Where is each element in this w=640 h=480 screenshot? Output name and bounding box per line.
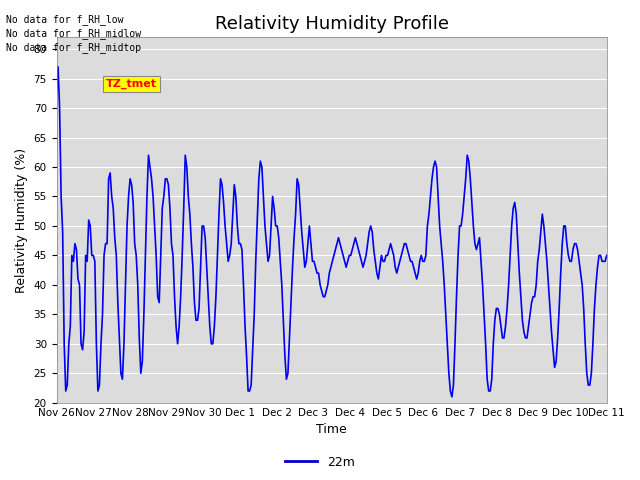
Y-axis label: Relativity Humidity (%): Relativity Humidity (%)	[15, 147, 28, 293]
X-axis label: Time: Time	[316, 423, 347, 436]
Text: No data for f_RH_low: No data for f_RH_low	[6, 13, 124, 24]
Legend: 22m: 22m	[280, 451, 360, 474]
Text: No data for f_RH_midlow: No data for f_RH_midlow	[6, 28, 141, 39]
Title: Relativity Humidity Profile: Relativity Humidity Profile	[214, 15, 449, 33]
Text: No data for f_RH_midtop: No data for f_RH_midtop	[6, 42, 141, 53]
Text: TZ_tmet: TZ_tmet	[106, 79, 157, 89]
